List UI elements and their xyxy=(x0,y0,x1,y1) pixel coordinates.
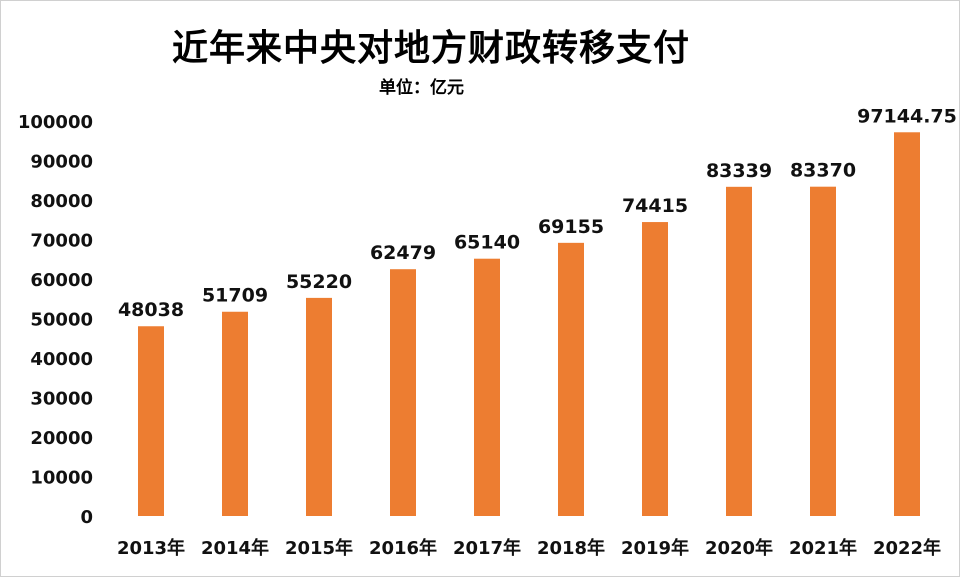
y-tick-label: 30000 xyxy=(30,389,93,410)
data-label: 65140 xyxy=(454,232,520,254)
y-tick-label: 60000 xyxy=(30,270,93,291)
x-tick-label: 2016年 xyxy=(369,537,437,559)
x-tick-label: 2018年 xyxy=(537,537,605,559)
data-label: 48038 xyxy=(118,299,184,321)
x-tick-label: 2013年 xyxy=(117,537,185,559)
bar xyxy=(138,326,164,516)
bar xyxy=(810,186,836,516)
data-label: 62479 xyxy=(370,242,436,264)
y-tick-label: 80000 xyxy=(30,191,93,212)
data-label: 83339 xyxy=(706,160,772,182)
chart-subtitle: 单位：亿元 xyxy=(379,78,464,98)
x-tick-label: 2017年 xyxy=(453,537,521,559)
data-label: 97144.75 xyxy=(857,105,957,127)
x-tick-label: 2022年 xyxy=(873,537,941,559)
bar xyxy=(390,269,416,516)
y-tick-label: 20000 xyxy=(30,428,93,449)
bar xyxy=(306,297,332,516)
data-label: 69155 xyxy=(538,216,604,238)
chart-title: 近年来中央对地方财政转移支付 xyxy=(171,28,690,69)
data-label: 51709 xyxy=(202,285,268,307)
y-tick-label: 50000 xyxy=(30,310,93,331)
data-label: 55220 xyxy=(286,271,352,293)
x-tick-label: 2020年 xyxy=(705,537,773,559)
bar xyxy=(474,258,500,516)
data-label: 74415 xyxy=(622,195,688,217)
y-tick-label: 100000 xyxy=(18,112,93,133)
y-tick-label: 70000 xyxy=(30,231,93,252)
bar xyxy=(642,222,668,517)
data-label: 83370 xyxy=(790,160,856,182)
x-tick-label: 2014年 xyxy=(201,537,269,559)
bar xyxy=(558,242,584,516)
bar xyxy=(726,186,752,516)
y-tick-label: 10000 xyxy=(30,468,93,489)
x-tick-label: 2021年 xyxy=(789,537,857,559)
y-tick-label: 0 xyxy=(80,507,93,528)
y-tick-label: 40000 xyxy=(30,349,93,370)
x-tick-label: 2015年 xyxy=(285,537,353,559)
bar xyxy=(894,132,920,516)
x-tick-label: 2019年 xyxy=(621,537,689,559)
y-tick-label: 90000 xyxy=(30,152,93,173)
bar xyxy=(222,311,248,516)
